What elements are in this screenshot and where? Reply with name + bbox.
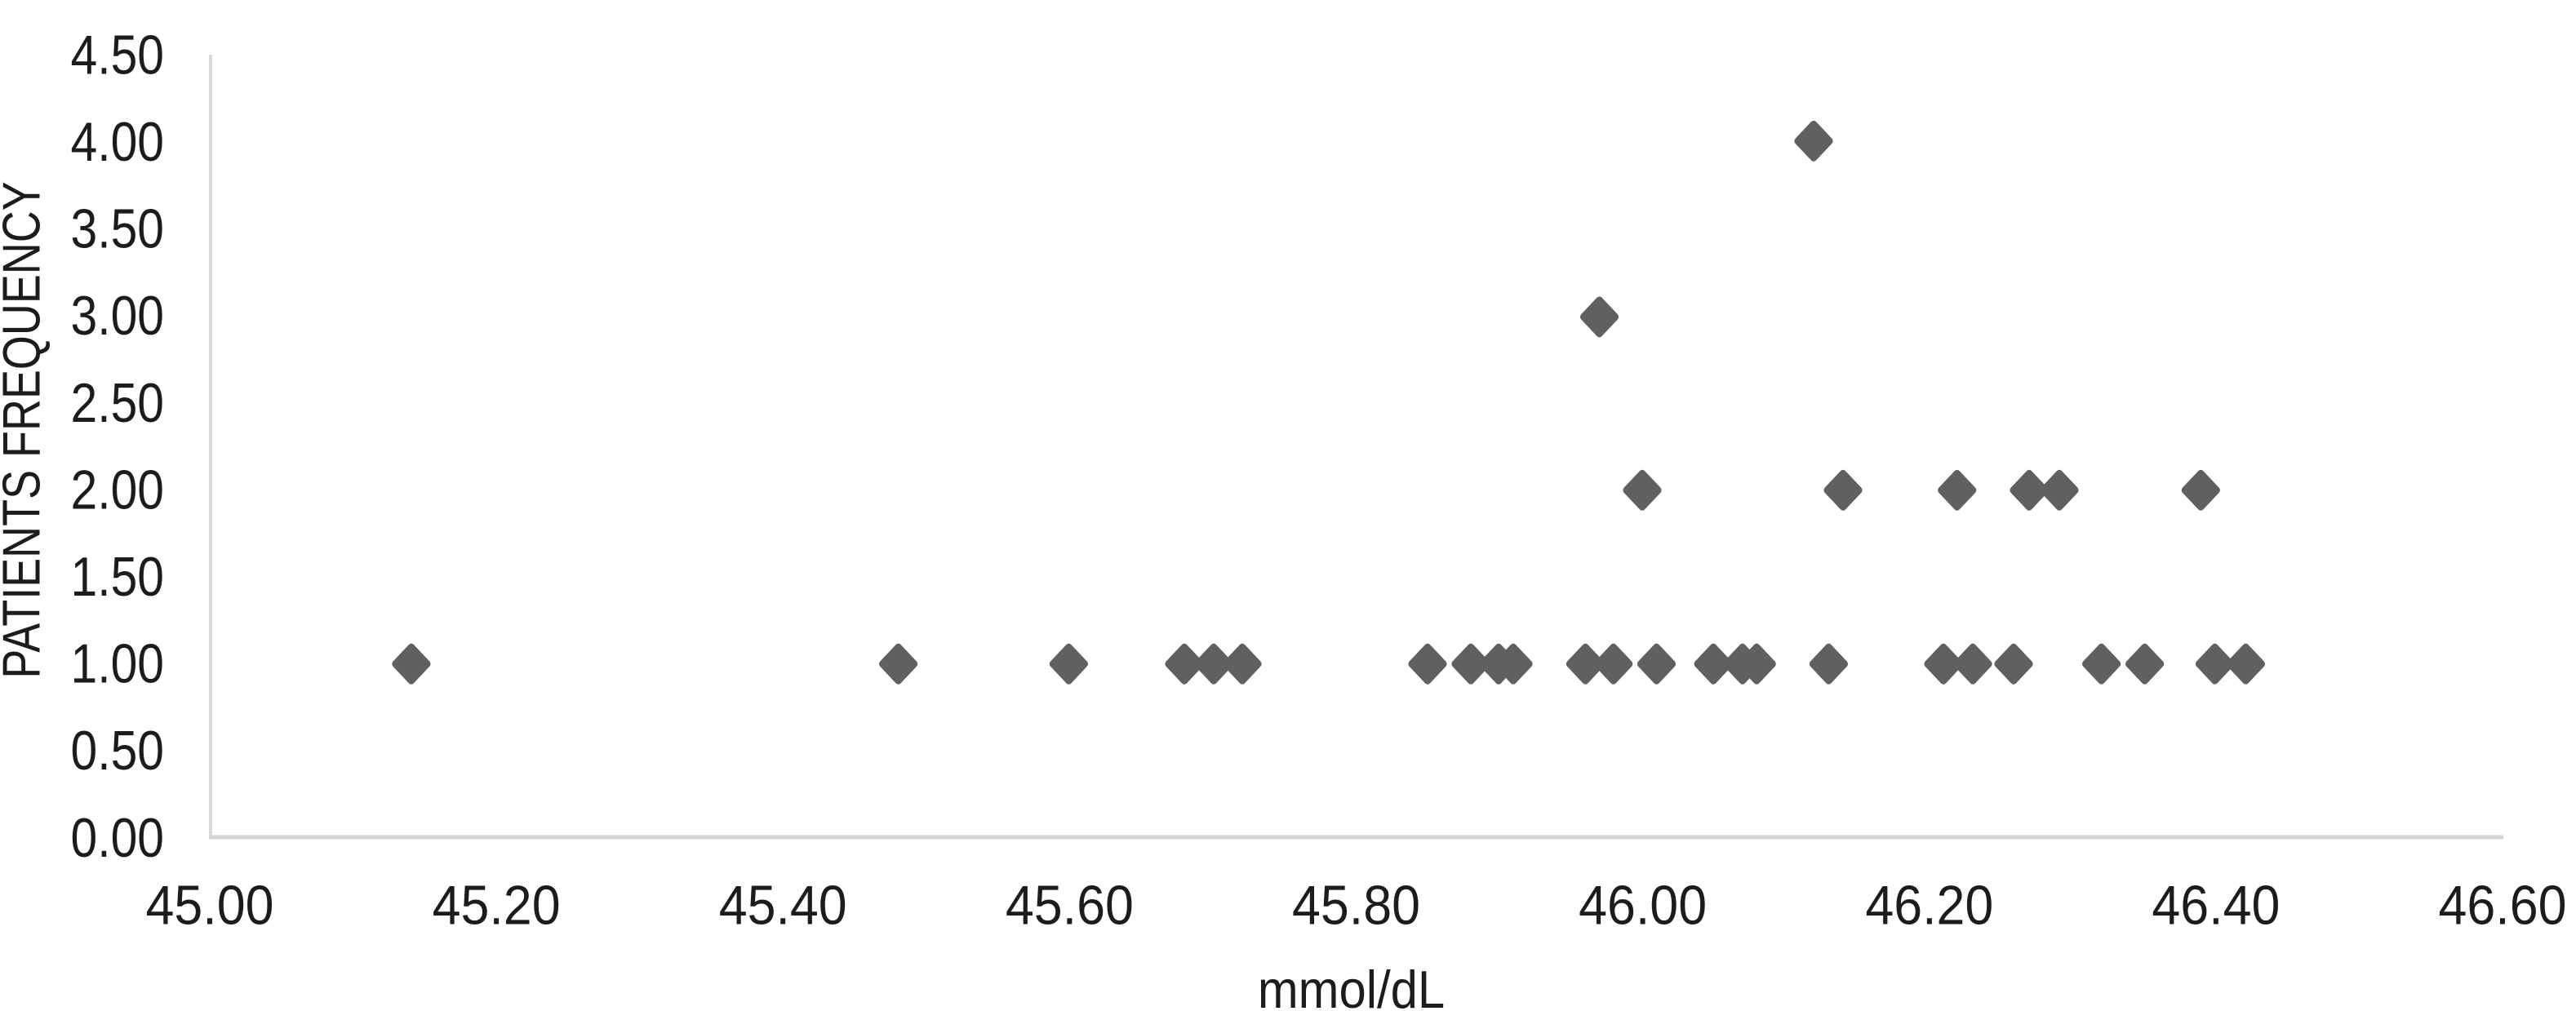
svg-text:45.60: 45.60 <box>1006 874 1134 936</box>
svg-text:2.00: 2.00 <box>71 460 164 521</box>
svg-text:3.50: 3.50 <box>71 199 164 260</box>
svg-text:1.00: 1.00 <box>71 634 164 695</box>
svg-text:1.50: 1.50 <box>71 547 164 608</box>
svg-text:4.50: 4.50 <box>71 25 164 86</box>
svg-text:46.20: 46.20 <box>1865 874 1993 936</box>
svg-text:4.00: 4.00 <box>71 112 164 173</box>
svg-text:3.00: 3.00 <box>71 286 164 347</box>
svg-text:45.40: 45.40 <box>719 874 847 936</box>
svg-text:45.80: 45.80 <box>1292 874 1420 936</box>
svg-text:mmol/dL: mmol/dL <box>1258 960 1445 1011</box>
svg-text:46.40: 46.40 <box>2152 874 2280 936</box>
svg-text:2.50: 2.50 <box>71 373 164 434</box>
svg-text:0.00: 0.00 <box>71 808 164 869</box>
svg-text:45.00: 45.00 <box>146 874 274 936</box>
svg-text:46.00: 46.00 <box>1579 874 1707 936</box>
svg-text:0.50: 0.50 <box>71 721 164 782</box>
svg-text:45.20: 45.20 <box>433 874 561 936</box>
svg-text:46.60: 46.60 <box>2439 874 2567 936</box>
svg-text:PATIENTS FREQUENCY: PATIENTS FREQUENCY <box>0 181 51 678</box>
